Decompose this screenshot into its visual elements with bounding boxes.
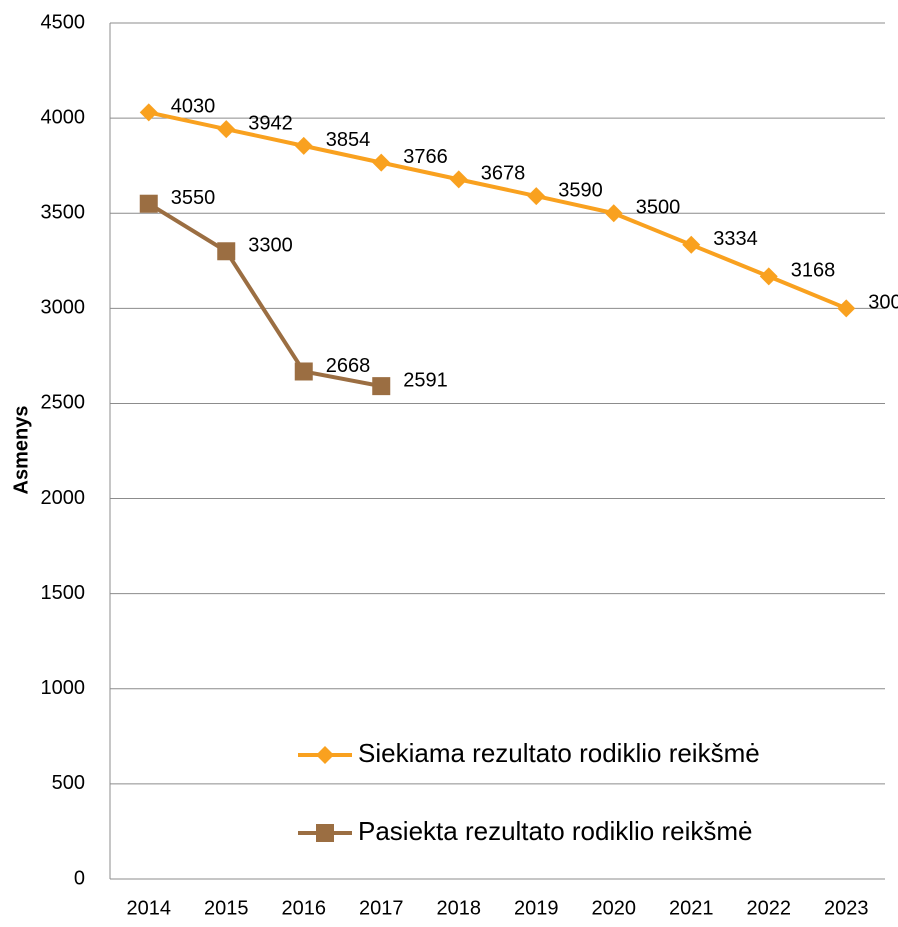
data-point: [759, 267, 778, 286]
data-point: [837, 299, 856, 318]
x-tick-label: 2015: [204, 897, 249, 919]
legend-label: Pasiekta rezultato rodiklio reikšmė: [358, 816, 753, 846]
x-tick-label: 2019: [514, 897, 559, 919]
y-tick-label: 2000: [41, 487, 86, 509]
data-point: [372, 153, 391, 172]
data-label: 3766: [403, 146, 448, 168]
x-tick-label: 2021: [669, 897, 714, 919]
x-tick-label: 2023: [824, 897, 869, 919]
y-tick-label: 2500: [41, 392, 86, 414]
series-line: [148, 110, 848, 311]
data-label: 3168: [791, 260, 836, 282]
y-axis-label: Asmenys: [10, 406, 32, 495]
x-tick-label: 2017: [359, 897, 404, 919]
data-point: [294, 136, 313, 155]
x-tick-label: 2016: [282, 897, 327, 919]
data-point: [449, 170, 468, 189]
data-label: 3000: [868, 292, 898, 314]
y-tick-label: 3000: [41, 297, 86, 319]
y-tick-label: 4000: [41, 106, 86, 128]
data-point: [527, 187, 546, 206]
legend-marker: [316, 824, 334, 842]
data-label: 3678: [481, 163, 526, 185]
data-label: 3550: [171, 187, 216, 209]
series-line: [147, 202, 382, 389]
x-tick-label: 2020: [592, 897, 637, 919]
data-label: 3300: [248, 235, 293, 257]
x-tick-label: 2022: [747, 897, 792, 919]
data-label: 3942: [248, 112, 293, 134]
y-tick-label: 1000: [41, 677, 86, 699]
y-tick-label: 3500: [41, 202, 86, 224]
data-point: [682, 235, 701, 254]
data-label: 2668: [326, 355, 371, 377]
data-label: 3590: [558, 179, 603, 201]
data-point: [604, 204, 623, 223]
data-point: [372, 377, 391, 396]
legend-label: Siekiama rezultato rodiklio reikšmė: [358, 738, 760, 768]
data-label: 4030: [171, 96, 216, 118]
data-point: [139, 103, 158, 122]
data-label: 3854: [326, 129, 371, 151]
legend-marker: [316, 746, 334, 764]
data-label: 3334: [713, 228, 758, 250]
data-point: [217, 120, 236, 139]
data-label: 2591: [403, 369, 448, 391]
y-tick-label: 4500: [41, 11, 86, 33]
x-tick-label: 2018: [437, 897, 482, 919]
data-point: [139, 194, 158, 213]
x-tick-label: 2014: [127, 897, 172, 919]
data-point: [294, 362, 313, 381]
y-tick-label: 1500: [41, 582, 86, 604]
data-label: 3500: [636, 197, 681, 219]
y-tick-label: 0: [74, 867, 85, 889]
y-tick-label: 500: [52, 772, 85, 794]
data-point: [217, 242, 236, 261]
